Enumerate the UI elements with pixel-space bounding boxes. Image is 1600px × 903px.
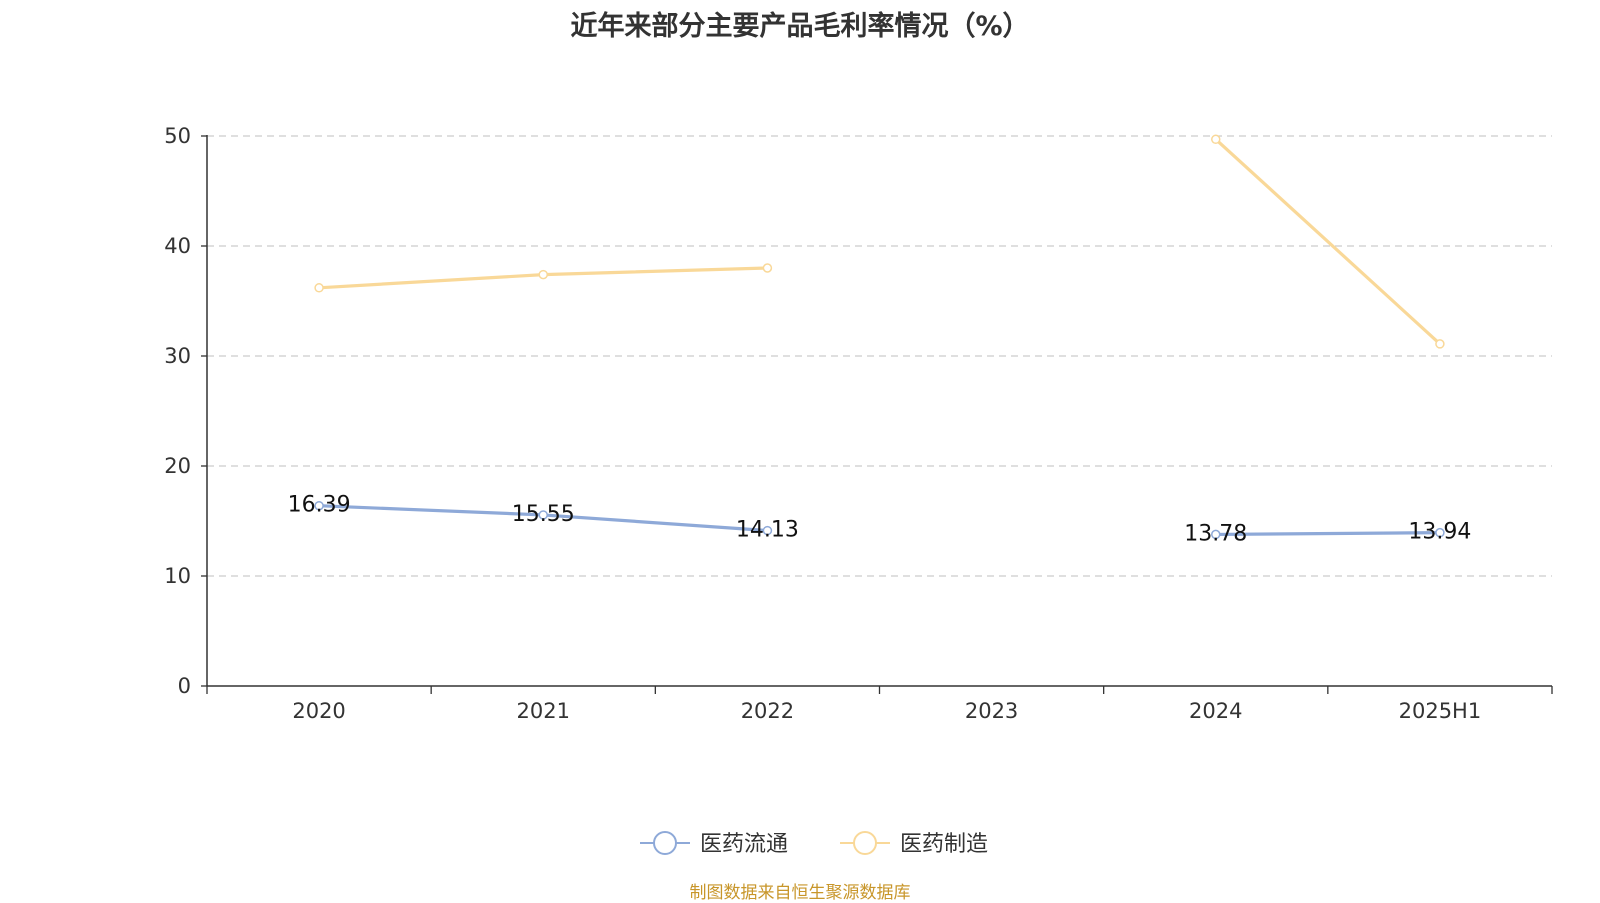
x-tick-label: 2020 (292, 699, 345, 723)
x-tick-label: 2025H1 (1399, 699, 1482, 723)
series-line-2 (1214, 138, 1441, 346)
data-label: 13.94 (1408, 520, 1471, 545)
data-labels: 16.39 15.55 14.13 13.78 13.94 (288, 493, 1472, 547)
data-label: 16.39 (288, 493, 351, 518)
series (314, 134, 1445, 540)
source-note: 制图数据来自恒生聚源数据库 (689, 883, 911, 903)
y-tick-label: 40 (164, 234, 191, 258)
x-tick-label: 2022 (741, 699, 794, 723)
legend-label: 医药制造 (900, 832, 988, 857)
legend-marker (653, 831, 677, 855)
data-point (1435, 339, 1445, 349)
y-tick-label: 10 (164, 564, 191, 588)
legend-label: 医药流通 (700, 832, 788, 857)
x-tick-label: 2023 (965, 699, 1018, 723)
y-tick-label: 20 (164, 454, 191, 478)
legend-item[interactable]: 医药流通 (640, 831, 788, 857)
data-point (314, 500, 324, 511)
gridlines (207, 135, 1552, 577)
data-label: 13.78 (1184, 521, 1247, 546)
x-tick-label: 2021 (517, 699, 570, 723)
data-point (1211, 134, 1221, 145)
series-line-1 (1215, 531, 1440, 537)
axes: 0 10 20 30 40 50 2020 2021 2022 2023 2024 2025H1 (164, 124, 1553, 723)
data-label: 14.13 (736, 518, 799, 543)
y-tick-label: 0 (178, 674, 191, 698)
legend-item[interactable]: 医药制造 (840, 831, 988, 857)
data-point (314, 283, 324, 293)
legend[interactable]: 医药流通 医药制造 (640, 831, 988, 857)
data-point (1211, 529, 1221, 540)
chart-title: 近年来部分主要产品毛利率情况（%） (570, 11, 1030, 42)
y-tick-label: 50 (164, 124, 191, 148)
data-point (538, 269, 548, 280)
legend-marker (853, 831, 877, 855)
data-point (1435, 527, 1445, 538)
data-point (762, 263, 773, 273)
data-point (538, 510, 548, 520)
data-point (762, 525, 773, 536)
y-tick-label: 30 (164, 344, 191, 368)
x-tick-label: 2024 (1189, 699, 1242, 723)
data-label: 15.55 (512, 502, 575, 527)
